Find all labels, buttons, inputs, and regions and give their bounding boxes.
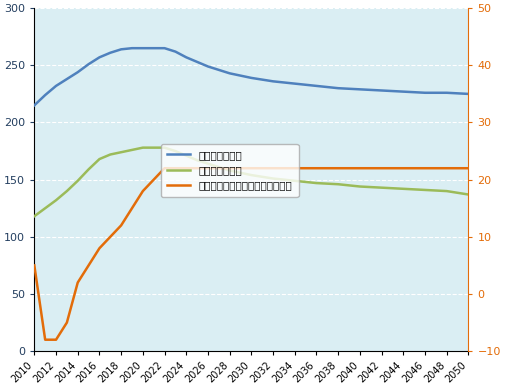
プライマリーバランス（右目盛）	[444, 166, 450, 170]
プライマリーバランス（右目盛）	[379, 166, 385, 170]
Line: 一般政府総債務: 一般政府総債務	[34, 148, 469, 216]
一般政府純債務	[172, 49, 178, 54]
一般政府純債務	[31, 103, 37, 108]
一般政府総債務	[96, 157, 103, 161]
一般政府純債務	[379, 88, 385, 93]
一般政府総債務	[53, 198, 59, 203]
一般政府総債務	[75, 179, 81, 183]
一般政府総債務	[162, 145, 168, 150]
一般政府総債務	[64, 189, 70, 193]
プライマリーバランス（右目盛）	[335, 166, 341, 170]
一般政府総債務	[270, 176, 276, 181]
一般政府総債務	[216, 165, 222, 170]
一般政府純債務	[53, 84, 59, 88]
一般政府純債務	[227, 71, 233, 76]
一般政府純債務	[129, 46, 135, 51]
一般政府総債務	[422, 187, 428, 192]
一般政府総債務	[357, 184, 363, 189]
一般政府総債務	[194, 158, 200, 163]
一般政府純債務	[270, 79, 276, 84]
プライマリーバランス（右目盛）	[150, 177, 157, 182]
一般政府純債務	[466, 91, 472, 96]
一般政府純債務	[64, 77, 70, 81]
プライマリーバランス（右目盛）	[140, 189, 146, 193]
一般政府純債務	[357, 87, 363, 92]
一般政府純債務	[335, 86, 341, 91]
一般政府純債務	[85, 62, 91, 67]
プライマリーバランス（右目盛）	[227, 166, 233, 170]
一般政府総債務	[140, 145, 146, 150]
プライマリーバランス（右目盛）	[96, 246, 103, 251]
一般政府純債務	[216, 68, 222, 72]
一般政府総債務	[31, 214, 37, 219]
プライマリーバランス（右目盛）	[162, 166, 168, 170]
一般政府純債務	[96, 55, 103, 60]
一般政府純債務	[183, 55, 189, 60]
プライマリーバランス（右目盛）	[466, 166, 472, 170]
一般政府総債務	[150, 145, 157, 150]
プライマリーバランス（右目盛）	[129, 206, 135, 210]
一般政府総債務	[444, 189, 450, 193]
一般政府総債務	[183, 153, 189, 158]
プライマリーバランス（右目盛）	[400, 166, 407, 170]
プライマリーバランス（右目盛）	[205, 166, 211, 170]
プライマリーバランス（右目盛）	[85, 263, 91, 268]
一般政府総債務	[172, 149, 178, 153]
一般政府総債務	[314, 181, 320, 186]
一般政府純債務	[107, 51, 113, 55]
プライマリーバランス（右目盛）	[118, 223, 124, 228]
プライマリーバランス（右目盛）	[314, 166, 320, 170]
プライマリーバランス（右目盛）	[292, 166, 298, 170]
プライマリーバランス（右目盛）	[422, 166, 428, 170]
一般政府総債務	[227, 168, 233, 173]
プライマリーバランス（右目盛）	[270, 166, 276, 170]
一般政府総債務	[335, 182, 341, 187]
一般政府純債務	[205, 64, 211, 69]
一般政府純債務	[292, 81, 298, 86]
一般政府純債務	[140, 46, 146, 51]
プライマリーバランス（右目盛）	[107, 235, 113, 239]
プライマリーバランス（右目盛）	[248, 166, 255, 170]
Line: 一般政府純債務: 一般政府純債務	[34, 48, 469, 105]
一般政府総債務	[205, 161, 211, 166]
一般政府純債務	[150, 46, 157, 51]
プライマリーバランス（右目盛）	[64, 320, 70, 325]
一般政府総債務	[107, 152, 113, 157]
一般政府純債務	[400, 89, 407, 94]
一般政府総債務	[129, 147, 135, 152]
プライマリーバランス（右目盛）	[31, 263, 37, 268]
プライマリーバランス（右目盛）	[216, 166, 222, 170]
一般政府総債務	[400, 186, 407, 191]
一般政府総債務	[85, 167, 91, 172]
一般政府純債務	[162, 46, 168, 51]
プライマリーバランス（右目盛）	[194, 166, 200, 170]
一般政府純債務	[75, 70, 81, 75]
一般政府総債務	[42, 206, 48, 210]
一般政府総債務	[466, 192, 472, 197]
一般政府純債務	[422, 90, 428, 95]
一般政府純債務	[444, 90, 450, 95]
プライマリーバランス（右目盛）	[183, 166, 189, 170]
プライマリーバランス（右目盛）	[42, 337, 48, 342]
Legend: 一般政府純債務, 一般政府総債務, プライマリーバランス（右目盛）: 一般政府純債務, 一般政府総債務, プライマリーバランス（右目盛）	[161, 144, 298, 196]
プライマリーバランス（右目盛）	[172, 166, 178, 170]
一般政府純債務	[314, 84, 320, 88]
プライマリーバランス（右目盛）	[75, 280, 81, 285]
プライマリーバランス（右目盛）	[357, 166, 363, 170]
Line: プライマリーバランス（右目盛）: プライマリーバランス（右目盛）	[34, 168, 469, 340]
一般政府総債務	[292, 179, 298, 183]
一般政府総債務	[379, 185, 385, 190]
一般政府純債務	[42, 93, 48, 97]
一般政府総債務	[118, 150, 124, 154]
一般政府総債務	[248, 173, 255, 177]
一般政府純債務	[248, 75, 255, 80]
一般政府純債務	[194, 60, 200, 64]
プライマリーバランス（右目盛）	[53, 337, 59, 342]
一般政府純債務	[118, 47, 124, 52]
